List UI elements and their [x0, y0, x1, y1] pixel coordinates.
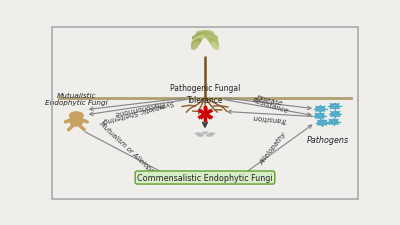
Ellipse shape [198, 135, 204, 137]
Ellipse shape [206, 135, 212, 137]
Text: Mutualistic
Endophytic Fungi: Mutualistic Endophytic Fungi [45, 92, 108, 106]
Text: Symbiotic Sheltering: Symbiotic Sheltering [103, 99, 175, 123]
Text: Resistance: Resistance [251, 97, 289, 114]
Circle shape [70, 112, 83, 120]
Ellipse shape [209, 133, 215, 135]
Ellipse shape [192, 40, 201, 47]
Circle shape [316, 107, 325, 112]
Ellipse shape [196, 32, 214, 36]
Text: Commensalistic Endophytic Fungi: Commensalistic Endophytic Fungi [137, 173, 273, 182]
Text: Phytohormone: Phytohormone [113, 99, 165, 116]
Circle shape [318, 121, 326, 126]
Ellipse shape [202, 132, 208, 134]
Circle shape [315, 114, 324, 119]
Text: ✕: ✕ [198, 106, 212, 124]
Text: Disease: Disease [255, 95, 283, 106]
Ellipse shape [206, 36, 218, 44]
Ellipse shape [195, 133, 201, 135]
Text: Allelopathy: Allelopathy [258, 130, 288, 165]
Ellipse shape [202, 33, 218, 40]
Text: Pathogens: Pathogens [306, 135, 348, 144]
Text: Transition: Transition [252, 113, 287, 122]
Circle shape [329, 120, 338, 125]
Ellipse shape [209, 40, 218, 47]
Text: ✱: ✱ [196, 105, 214, 125]
Ellipse shape [70, 118, 82, 126]
Text: Pathogenic Fungal
Tolerance: Pathogenic Fungal Tolerance [170, 84, 240, 104]
Ellipse shape [192, 43, 199, 50]
Circle shape [330, 104, 339, 109]
Ellipse shape [211, 43, 218, 50]
Ellipse shape [192, 33, 208, 40]
Circle shape [331, 112, 340, 117]
Text: Mutualism or Allelopathy: Mutualism or Allelopathy [98, 120, 163, 181]
Ellipse shape [192, 36, 204, 44]
